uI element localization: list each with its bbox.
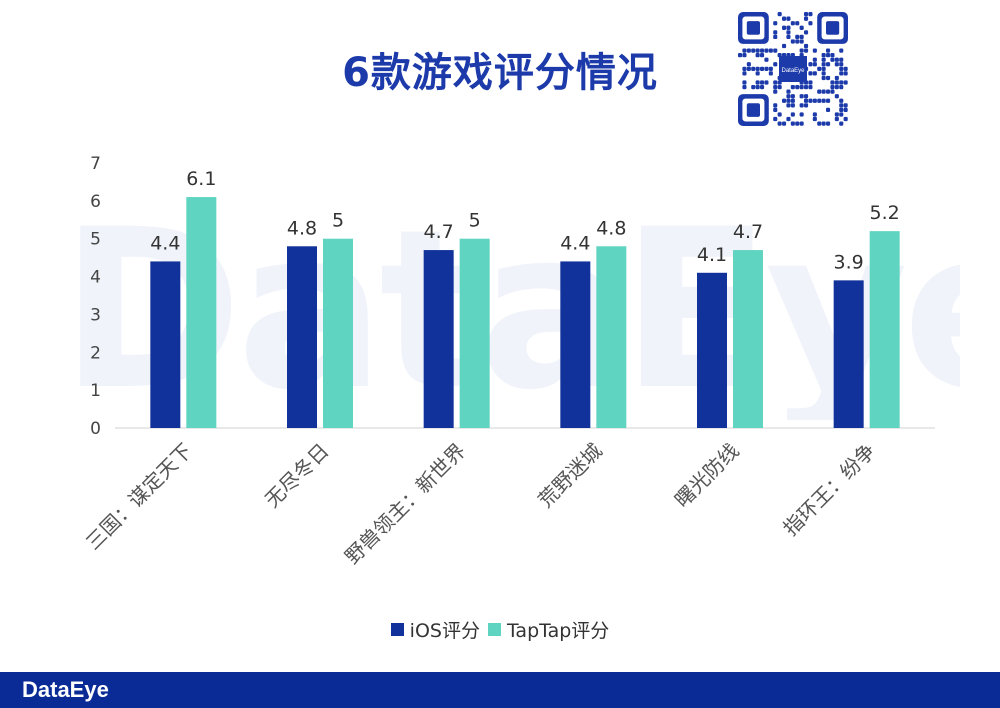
- footer-bar: DataEye: [0, 672, 1000, 708]
- category-labels: 三国：谋定天下 无尽冬日 野兽领主：新世界 荒野迷城 曙光防线 指环王：纷争: [81, 439, 880, 569]
- legend-swatch-taptap: [487, 623, 501, 636]
- footer-logo: DataEye: [22, 677, 109, 702]
- legend-item-taptap: TapTap评分: [487, 616, 610, 643]
- y-tick-label: 6: [90, 192, 101, 212]
- data-label: 4.1: [697, 244, 727, 266]
- category-label: 荒野迷城: [533, 439, 607, 513]
- legend-swatch-ios: [390, 623, 404, 636]
- data-label: 5: [469, 210, 481, 232]
- category-label: 无尽冬日: [260, 439, 334, 513]
- legend-label-ios: iOS评分: [409, 620, 480, 642]
- y-tick-label: 1: [90, 381, 101, 401]
- bar-taptap: [733, 250, 763, 428]
- bar-ios: [560, 261, 591, 428]
- page-title: 6款游戏评分情况: [342, 50, 658, 96]
- bar-taptap: [323, 238, 353, 428]
- y-tick-label: 0: [90, 419, 101, 439]
- category-label: 指环王：纷争: [778, 439, 880, 541]
- data-label: 4.7: [733, 221, 763, 243]
- data-label: 4.7: [424, 221, 454, 243]
- bar-taptap: [869, 231, 900, 428]
- bar-taptap: [186, 197, 217, 428]
- data-label: 6.1: [186, 168, 216, 190]
- y-tick-label: 2: [90, 343, 101, 363]
- data-label: 4.8: [596, 217, 626, 239]
- y-tick-label: 5: [90, 230, 101, 250]
- bar-ios: [423, 250, 454, 428]
- bar-ios: [833, 280, 864, 428]
- y-tick-label: 7: [90, 154, 101, 174]
- category-label: 野兽领主：新世界: [340, 439, 470, 569]
- legend-item-ios: iOS评分: [390, 616, 480, 643]
- data-label: 4.4: [560, 232, 590, 254]
- data-label: 4.8: [287, 217, 317, 239]
- y-axis: 0 1 2 3 4 5 6 7: [90, 154, 101, 439]
- bar-ios: [697, 272, 727, 428]
- bar-ios: [150, 261, 181, 428]
- y-tick-label: 4: [90, 268, 101, 288]
- data-label: 5: [332, 210, 344, 232]
- legend-label-taptap: TapTap评分: [506, 620, 610, 642]
- legend: iOS评分 TapTap评分: [0, 616, 1000, 643]
- category-label: 曙光防线: [670, 439, 744, 513]
- data-label: 3.9: [834, 251, 864, 273]
- data-label: 5.2: [870, 202, 900, 224]
- bar-taptap: [459, 238, 490, 428]
- data-label: 4.4: [150, 232, 180, 254]
- bars-group: 4.4 6.1 4.8 5 4.7 5 4.4 4.8 4.1 4.7 3.9 5.2: [150, 168, 900, 428]
- category-label: 三国：谋定天下: [81, 439, 197, 555]
- y-tick-label: 3: [90, 305, 101, 325]
- bar-ios: [287, 246, 317, 428]
- bar-taptap: [596, 246, 627, 428]
- qr-code: DataEye: [738, 12, 848, 126]
- qr-center-label: DataEye: [781, 68, 805, 74]
